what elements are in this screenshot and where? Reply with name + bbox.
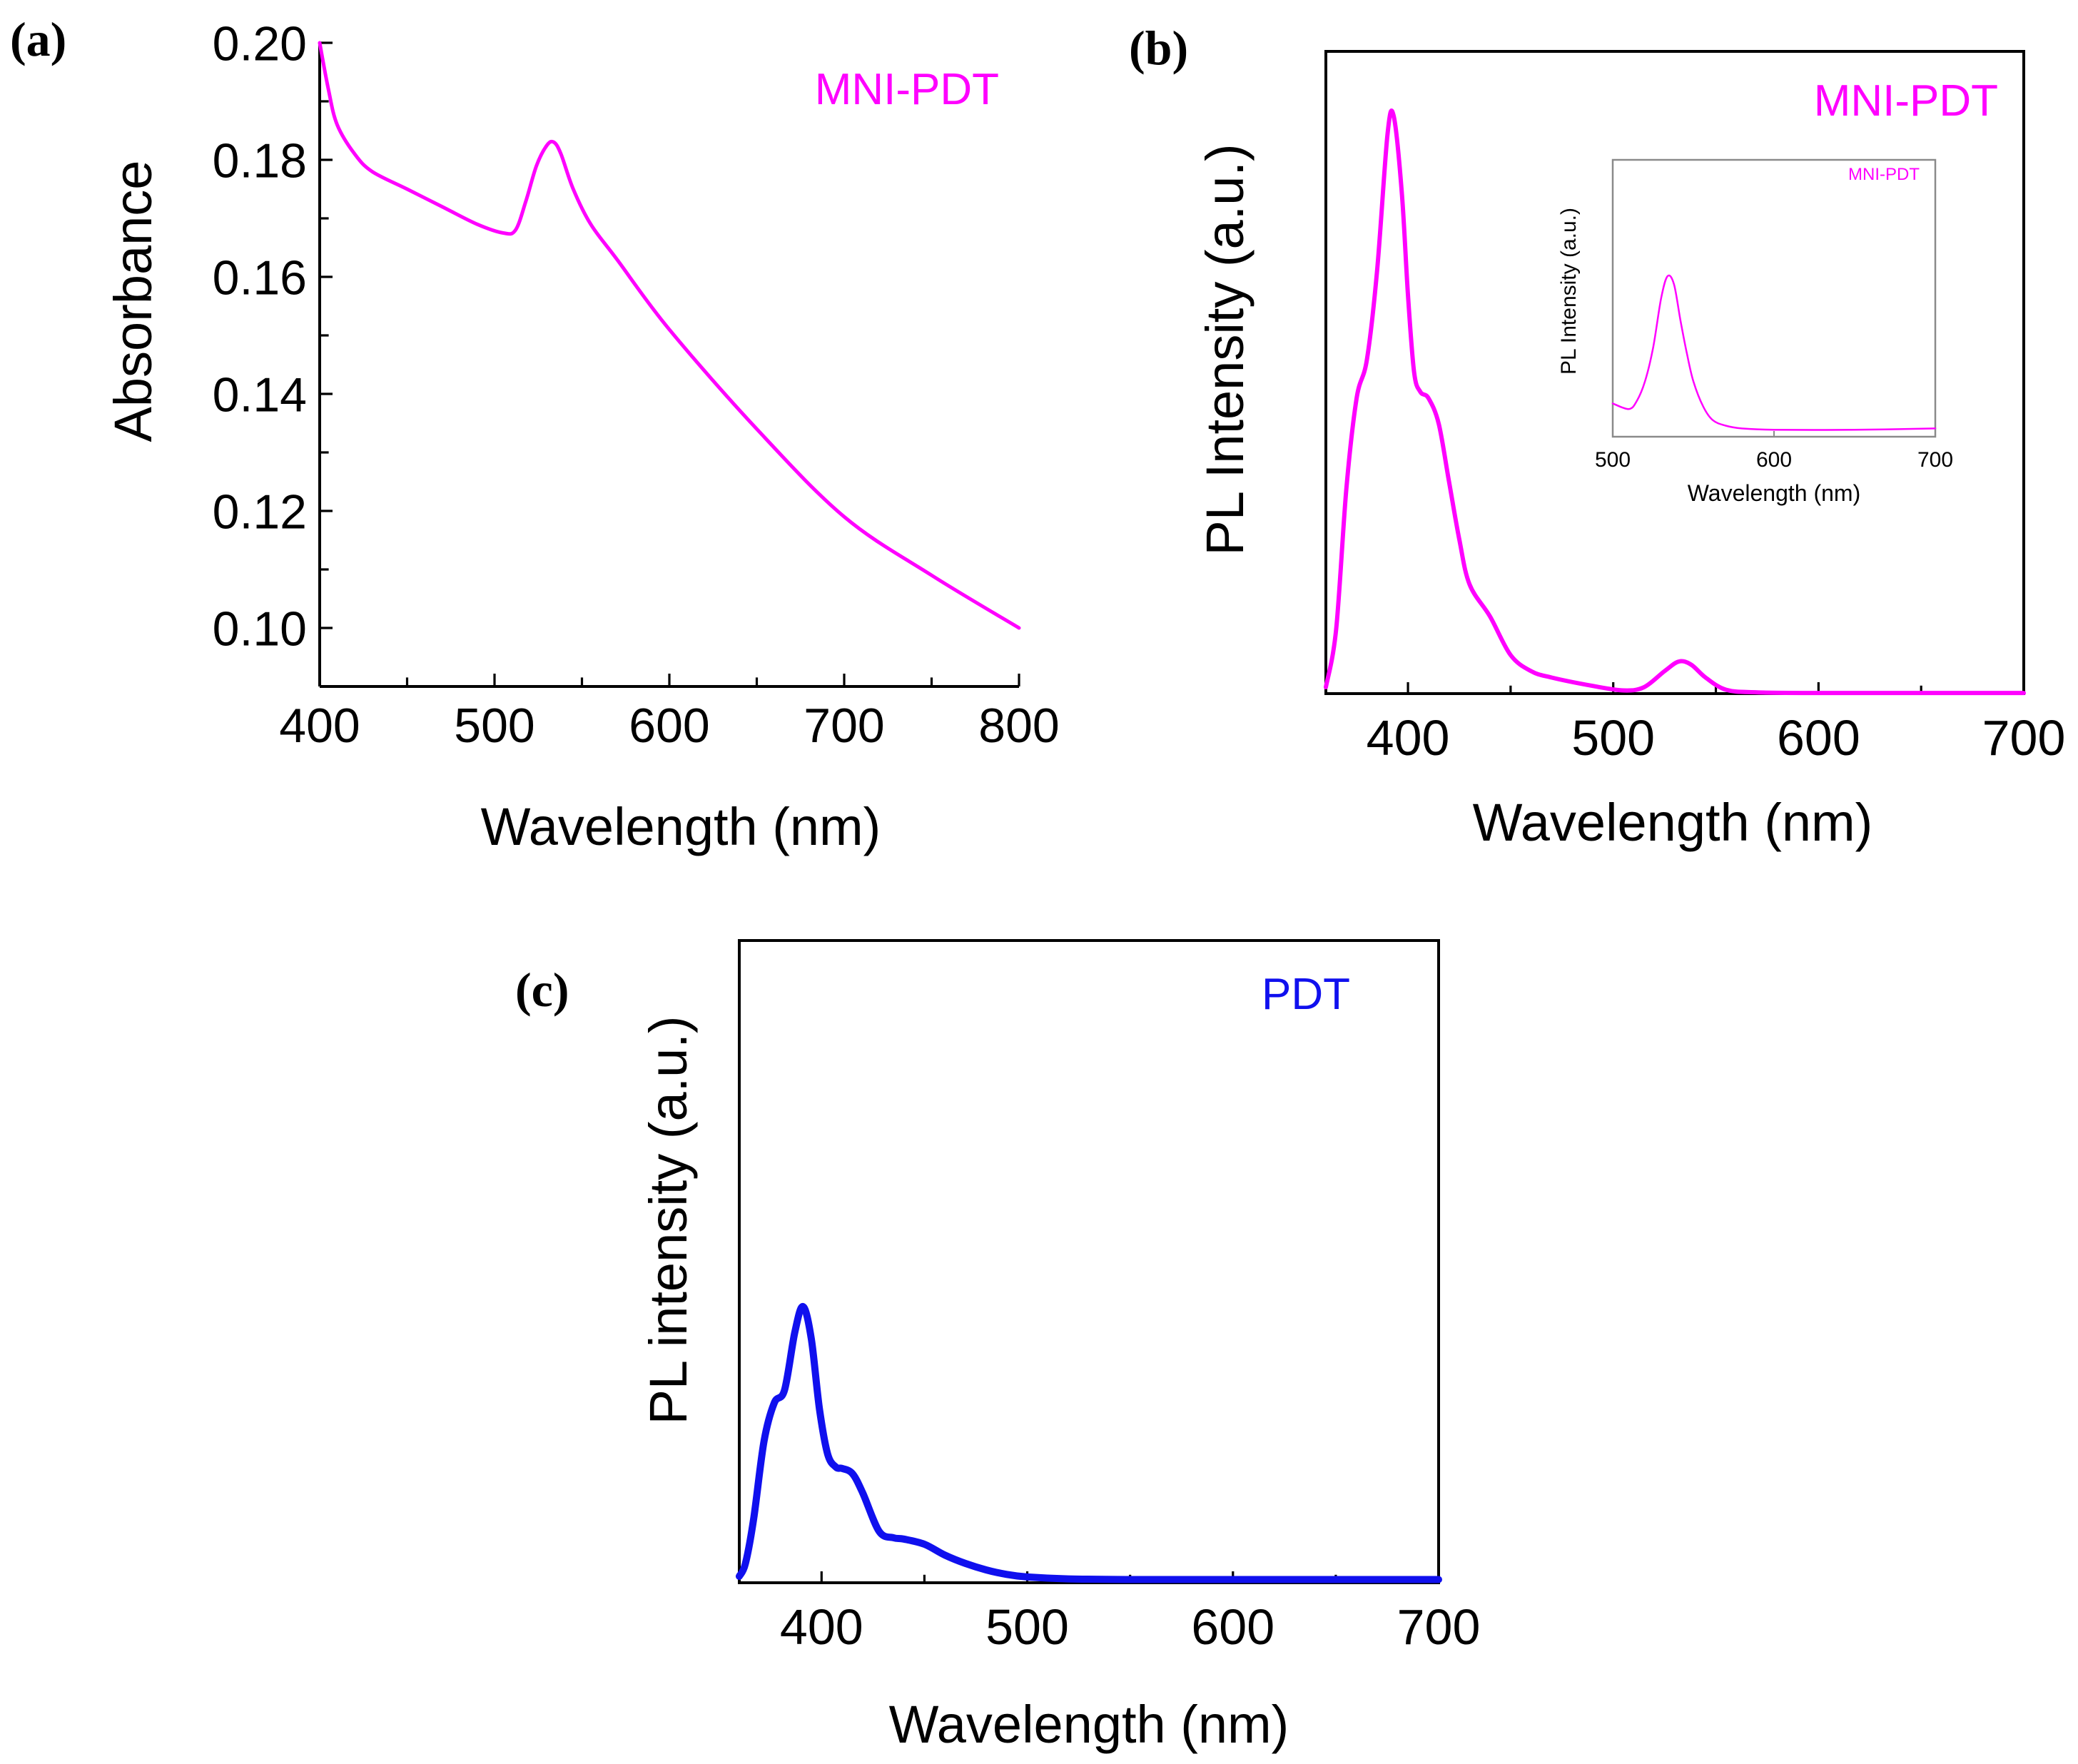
- panel-label-a: (a): [10, 12, 66, 66]
- x-tick-label-b: 500: [1571, 710, 1655, 766]
- x-tick-label-a: 600: [629, 699, 709, 753]
- x-tick-label-a: 800: [978, 699, 1059, 753]
- x-tick-label-b-inset: 500: [1595, 448, 1631, 472]
- panel-label-c: (c): [515, 963, 569, 1017]
- x-tick-label-c: 400: [780, 1599, 863, 1655]
- legend-label-b: MNI-PDT: [1814, 76, 1998, 126]
- x-tick-label-c: 700: [1397, 1599, 1481, 1655]
- inset-legend-label-b: MNI-PDT: [1848, 165, 1920, 184]
- y-axis-label-a: Absorbance: [103, 161, 163, 442]
- x-tick-label-c: 600: [1191, 1599, 1274, 1655]
- y-tick-label-a: 0.14: [213, 368, 307, 422]
- x-tick-label-b: 700: [1982, 710, 2066, 766]
- y-tick-label-a: 0.12: [213, 485, 307, 539]
- panel-b: (b) MNI-PDT Wavelength (nm) PL Intensity…: [1129, 21, 2065, 852]
- y-tick-label-a: 0.18: [213, 133, 307, 188]
- x-tick-label-c: 500: [985, 1599, 1069, 1655]
- legend-label-c: PDT: [1262, 970, 1350, 1019]
- y-axis-label-c: PL intensity (a.u.): [639, 1015, 698, 1424]
- x-axis-label-a: Wavelength (nm): [481, 797, 881, 856]
- x-tick-label-b: 400: [1367, 710, 1450, 766]
- inset-b: MNI-PDT Wavelength (nm) PL Intensity (a.…: [1557, 158, 1953, 506]
- x-tick-label-a: 700: [804, 699, 884, 753]
- x-tick-label-b: 600: [1777, 710, 1860, 766]
- x-tick-label-a: 400: [279, 699, 360, 753]
- y-tick-label-a: 0.20: [213, 16, 307, 71]
- inset-y-axis-label-b: PL Intensity (a.u.): [1557, 208, 1581, 375]
- panel-a: (a) MNI-PDT Wavelength (nm) Absorbance 4…: [10, 12, 1060, 856]
- x-tick-label-a: 500: [454, 699, 534, 753]
- inset-x-axis-label-b: Wavelength (nm): [1688, 480, 1860, 506]
- series-line-c: [736, 1303, 1442, 1583]
- x-tick-label-b-inset: 700: [1917, 448, 1953, 472]
- panel-label-b: (b): [1129, 21, 1188, 75]
- panel-c: (c) PDT Wavelength (nm) PL intensity (a.…: [515, 939, 1481, 1754]
- legend-label-a: MNI-PDT: [815, 65, 999, 114]
- x-axis-label-c: Wavelength (nm): [889, 1695, 1289, 1754]
- x-axis-label-b: Wavelength (nm): [1473, 793, 1873, 852]
- x-tick-label-b-inset: 600: [1756, 448, 1792, 472]
- y-axis-label-b: PL Intensity (a.u.): [1195, 143, 1255, 555]
- y-tick-label-a: 0.10: [213, 602, 307, 656]
- y-tick-label-a: 0.16: [213, 250, 307, 305]
- plot-frame-b: [1324, 50, 2025, 695]
- series-line-a: [318, 41, 1021, 630]
- series-line-b-inset: [1611, 274, 1937, 431]
- series-line-b: [1324, 108, 2026, 696]
